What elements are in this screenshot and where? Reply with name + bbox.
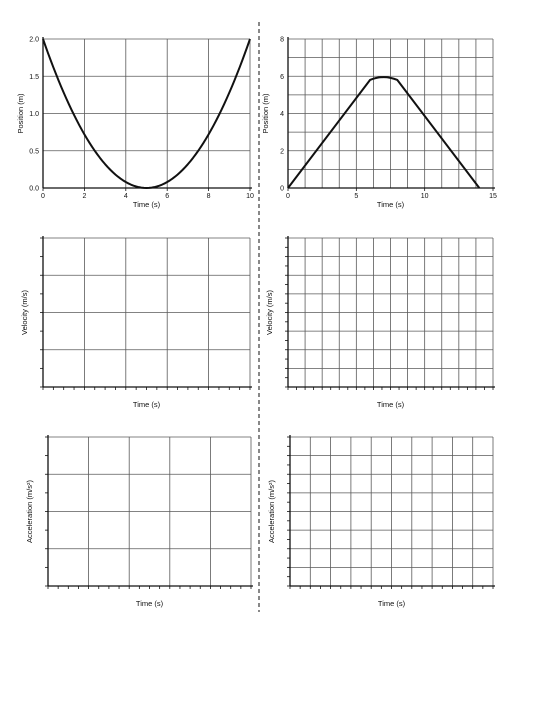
series-line [42,38,251,189]
y-axis-title: Acceleration (m/s²) [267,480,276,543]
x-axis-title: Time (s) [377,400,405,409]
x-axis-title: Time (s) [136,599,164,608]
y-axis-title: Position (m) [16,93,25,134]
x-tick-label: 6 [165,193,169,200]
y-tick-label: 1.0 [29,111,39,118]
chart-position-left: 0 2 4 6 8 10 0.0 0.5 1.0 1.5 2.0 Time (s) Position (… [16,37,254,210]
chart-acceleration-right: Time (s) Acceleration (m/s²) [267,435,495,608]
x-tick-label: 5 [354,193,358,200]
y-tick-label: 2.0 [29,37,39,44]
series-line [287,76,481,189]
y-tick-label: 0.0 [29,186,39,193]
y-tick-label: 8 [280,37,284,44]
chart-velocity-right: Time (s) Velocity (m/s) [265,236,495,409]
chart-velocity-left: Time (s) Velocity (m/s) [20,236,252,409]
x-axis-title: Time (s) [378,599,406,608]
x-axis-title: Time (s) [133,400,161,409]
x-tick-label: 2 [82,193,86,200]
x-tick-label: 10 [246,193,254,200]
x-axis-title: Time (s) [133,200,161,209]
chart-position-right: 0 5 10 15 0 2 4 6 8 Time (s) Position (m) [261,37,497,210]
y-axis-title: Velocity (m/s) [265,289,274,335]
x-tick-label: 8 [207,193,211,200]
x-tick-label: 10 [421,193,429,200]
y-tick-label: 2 [280,148,284,155]
x-tick-label: 4 [124,193,128,200]
x-axis-title: Time (s) [377,200,405,209]
y-axis-title: Acceleration (m/s²) [25,480,34,543]
charts-layer: 0 2 4 6 8 10 0.0 0.5 1.0 1.5 2.0 Time (s) Position (… [16,37,497,609]
x-tick-label: 15 [489,193,497,200]
y-axis-title: Velocity (m/s) [20,289,29,335]
y-tick-label: 6 [280,74,284,81]
y-axis-title: Position (m) [261,93,270,134]
x-tick-label: 0 [41,193,45,200]
x-tick-label: 0 [286,193,290,200]
y-tick-label: 0 [280,186,284,193]
y-tick-label: 4 [280,111,284,118]
y-tick-label: 0.5 [29,148,39,155]
chart-acceleration-left: Time (s) Acceleration (m/s²) [25,435,253,608]
y-tick-label: 1.5 [29,74,39,81]
